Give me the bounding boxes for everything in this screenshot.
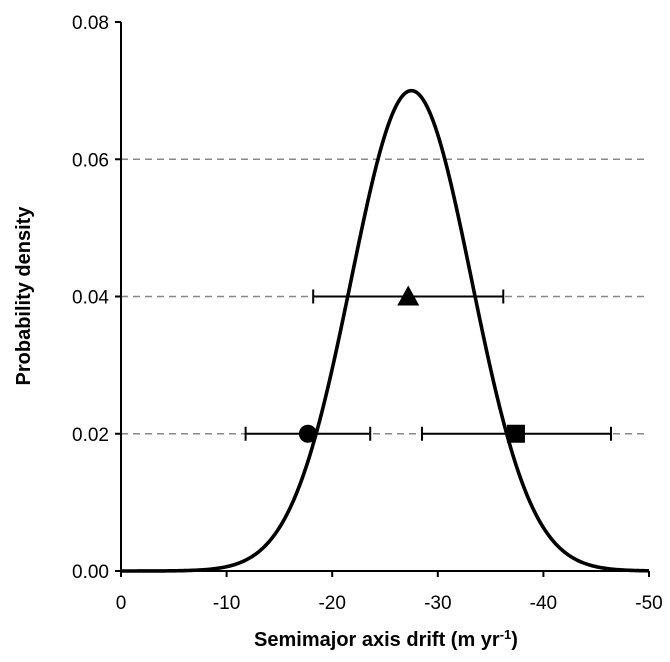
- x-axis-title: Semimajor axis drift (m yr-1): [254, 627, 518, 652]
- x-axis-title-main: Semimajor axis drift (m yr: [254, 629, 500, 651]
- x-tick-label: 0: [116, 593, 127, 614]
- marker-triangle: [397, 285, 420, 306]
- x-tick-label: -40: [530, 593, 557, 614]
- data-point-circle: [244, 424, 372, 443]
- density-curve: [120, 88, 650, 573]
- points-layer: [244, 285, 612, 443]
- x-tick-label: -10: [213, 593, 240, 614]
- x-tick-label: -50: [635, 593, 662, 614]
- marker-square: [506, 424, 525, 443]
- data-point-square: [420, 424, 612, 443]
- curve-layer: [120, 88, 650, 573]
- y-tick-label: 0.08: [72, 13, 109, 34]
- data-point-triangle: [312, 285, 505, 306]
- x-tick-label: -30: [424, 593, 451, 614]
- y-axis-title: Probability density: [13, 206, 35, 386]
- x-axis-title-close: ): [511, 629, 518, 651]
- axes-layer: [115, 21, 650, 577]
- y-tick-label: 0.04: [72, 288, 109, 309]
- y-tick-label: 0.06: [72, 150, 109, 171]
- x-tick-label: -20: [318, 593, 345, 614]
- tick-label-layer: 0.00 0.02 0.04 0.06 0.08 0 -10 -20 -30 -40 -50: [72, 13, 663, 614]
- marker-circle: [298, 424, 317, 443]
- x-axis-title-superscript: -1: [500, 627, 512, 642]
- y-tick-label: 0.00: [72, 562, 109, 583]
- y-tick-label: 0.02: [72, 425, 109, 446]
